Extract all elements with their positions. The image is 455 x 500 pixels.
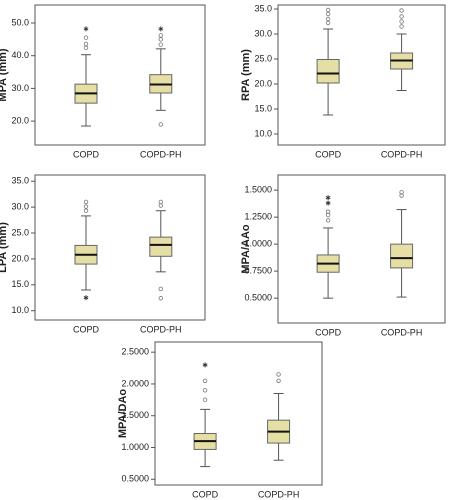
y-tick-label: 10.0 [11,305,29,315]
outlier [399,190,404,195]
outlier [158,203,163,208]
outlier [399,19,404,24]
outlier [325,11,331,17]
outlier [202,378,208,383]
y-tick-label: 0.5000 [244,293,272,303]
y-tick-label: 1.2500 [244,212,272,222]
plot-frame [34,174,206,321]
x-tick-label: COPD [73,149,100,159]
y-tick-label: 20.0 [11,253,29,263]
x-tick-label: COPD [73,324,100,334]
outlier [399,24,404,29]
plot-frame [277,4,446,146]
box [316,59,340,84]
y-axis-label: MPA/DAo [117,389,129,439]
outlier [399,8,404,13]
x-tick-label: COPD-PH [381,149,423,159]
y-tick-label: 25.0 [254,53,272,63]
outlier [325,7,331,13]
extreme-outlier [325,200,331,206]
extreme-outlier [83,295,89,301]
outlier [83,41,89,47]
x-tick-label: COPD-PH [140,149,182,159]
plot-frame [154,341,323,486]
outlier [83,45,89,51]
y-tick-label: 40.0 [11,50,29,60]
extreme-outlier [158,26,164,32]
y-tick-label: 0.7500 [244,266,272,276]
outlier [202,388,208,393]
y-tick-label: 1.5000 [121,410,149,420]
y-tick-label: 1.0000 [121,442,149,452]
y-tick-label: 15.0 [11,279,29,289]
outlier [325,218,331,223]
outlier [83,35,89,40]
outlier [83,204,89,209]
y-tick-label: 30.0 [254,28,272,38]
outlier [399,14,404,19]
outlier [276,378,281,383]
y-tick-label: 25.0 [11,227,29,237]
y-tick-label: 50.0 [11,17,29,27]
y-tick-label: 2.5000 [121,347,149,357]
x-tick-label: COPD [192,489,219,499]
outlier [158,296,163,301]
x-tick-label: COPD [315,149,342,159]
x-tick-label: COPD-PH [381,327,423,337]
y-tick-label: 20.0 [11,115,29,125]
y-tick-label: 10.0 [254,128,272,138]
y-tick-label: 0.5000 [121,474,149,484]
outlier [158,199,163,205]
y-axis-label: MPA/AAo [240,224,252,274]
outlier [158,286,163,292]
outlier [158,122,163,127]
y-axis-label: RPA (mm) [240,49,252,101]
y-tick-label: 15.0 [254,103,272,113]
x-tick-label: COPD-PH [140,324,182,334]
x-tick-label: COPD-PH [258,489,300,499]
y-axis-label: MPA (mm) [0,48,9,102]
y-tick-label: 30.0 [11,201,29,211]
outlier [158,42,163,47]
y-tick-label: 35.0 [11,176,29,186]
extreme-outlier [325,195,331,201]
outlier [158,33,163,38]
x-tick-label: COPD [315,327,342,337]
box [149,236,173,257]
extreme-outlier [83,26,89,32]
y-tick-label: 35.0 [254,3,272,13]
extreme-outlier [202,362,208,368]
y-tick-label: 1.5000 [244,184,272,194]
outlier [158,37,163,42]
plot-frame [277,174,446,324]
outlier [83,208,89,213]
outlier [276,372,281,377]
outlier [325,209,331,214]
y-tick-label: 1.0000 [244,239,272,249]
outlier [325,20,331,26]
outlier [83,199,89,205]
y-tick-label: 30.0 [11,83,29,93]
plot-frame [34,4,206,146]
y-tick-label: 2.0000 [121,378,149,388]
y-tick-label: 20.0 [254,78,272,88]
outlier [202,397,208,403]
outlier [325,16,331,22]
y-axis-label: LPA (mm) [0,222,9,273]
box [390,243,414,269]
